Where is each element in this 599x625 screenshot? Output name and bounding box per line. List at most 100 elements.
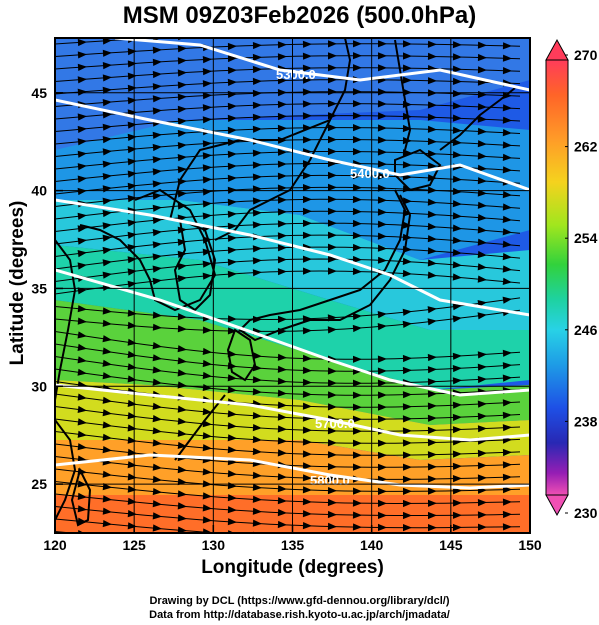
wind-arrowhead [403, 548, 412, 555]
wind-arrowhead [177, 502, 187, 510]
wind-arrowhead [152, 229, 162, 237]
wind-arrowhead [452, 102, 462, 110]
wind-arrowhead [77, 287, 87, 295]
wind-arrowhead [102, 470, 112, 478]
wind-arrowhead [427, 101, 437, 109]
wind-arrowhead [303, 546, 312, 553]
wind-arrowhead [278, 29, 287, 36]
wind-arrowhead [102, 148, 112, 156]
wind-arrowhead [102, 520, 112, 528]
wind-arrowhead [303, 195, 312, 204]
wind-arrowhead [102, 62, 112, 70]
wind-arrowhead [328, 136, 337, 144]
wind-arrowhead [328, 267, 337, 275]
wind-arrowhead [102, 271, 112, 279]
wind-arrowhead [328, 64, 337, 72]
wind-arrowhead [452, 114, 462, 122]
wind-arrowhead [328, 28, 337, 35]
wind-arrowhead [502, 448, 512, 457]
coast-kyushu [226, 328, 257, 382]
wind-arrowhead [502, 129, 512, 137]
wind-arrowhead [477, 400, 487, 408]
wind-arrowhead [452, 236, 462, 244]
wind-arrowhead [153, 537, 162, 544]
wind-arrowhead [102, 123, 112, 131]
wind-arrowhead [277, 389, 287, 397]
wind-arrowhead [302, 450, 312, 458]
wind-arrowhead [227, 150, 237, 158]
wind-arrowhead [77, 317, 87, 325]
wind-arrowhead [328, 124, 337, 132]
wind-arrowhead [177, 57, 187, 65]
wind-arrowhead [353, 427, 362, 435]
wind-arrowhead [477, 152, 487, 160]
wind-arrowhead [302, 522, 312, 530]
wind-arrowhead [378, 52, 387, 60]
wind-arrowhead [402, 269, 412, 278]
wind-arrowhead [453, 29, 462, 36]
wind-arrowhead [427, 222, 437, 231]
wind-arrowhead [477, 511, 487, 519]
wind-arrowhead [328, 52, 337, 60]
wind-arrowhead [353, 64, 362, 72]
wind-arrowhead [328, 195, 337, 203]
wind-arrowhead [352, 499, 362, 507]
wind-arrowhead [477, 115, 487, 123]
wind-arrowhead [328, 183, 337, 191]
wind-arrowhead [277, 413, 287, 421]
wind-arrowhead [452, 212, 462, 220]
wind-arrowhead [77, 138, 87, 146]
wind-arrowhead [127, 436, 137, 444]
wind-arrowhead [277, 184, 287, 192]
wind-arrowhead [127, 170, 137, 178]
wind-arrowhead [252, 269, 262, 277]
wind-arrowhead [327, 451, 337, 459]
wind-arrowhead [277, 160, 287, 168]
wind-arrowhead [328, 159, 337, 168]
coast-korea-peninsula [173, 218, 217, 312]
wind-arrowhead [77, 175, 87, 183]
wind-arrowhead [302, 498, 312, 506]
wind-arrowhead [77, 443, 87, 451]
coast-korea-china [79, 188, 217, 312]
wind-arrowhead [202, 212, 212, 220]
wind-arrowhead [353, 88, 362, 96]
wind-arrowhead [102, 433, 112, 441]
wind-arrowhead [453, 523, 462, 532]
wind-arrowhead [152, 463, 162, 471]
wind-arrowhead [202, 56, 212, 64]
wind-arrowhead [352, 184, 362, 192]
wind-arrowhead [327, 427, 337, 435]
x-axis-ticks: 120 125 130 135 140 145 150 [43, 525, 542, 553]
wind-arrowhead [127, 363, 137, 371]
wind-arrowhead [202, 359, 212, 368]
wind-arrowhead [177, 478, 187, 486]
wind-arrowhead [502, 265, 512, 273]
wind-arrowhead [77, 393, 87, 401]
wind-arrowhead [353, 100, 362, 108]
wind-arrowhead [127, 268, 137, 276]
wind-arrowhead [328, 243, 337, 251]
wind-arrowhead [227, 54, 237, 63]
wind-arrowhead [303, 29, 312, 36]
wind-arrowhead [452, 53, 462, 61]
wind-arrowhead [327, 498, 337, 507]
colorbar-body [545, 59, 569, 496]
wind-arrowhead [177, 105, 187, 113]
wind-arrowhead [177, 262, 187, 271]
wind-arrowhead [152, 415, 162, 423]
wind-arrowhead [227, 78, 237, 86]
wind-arrowhead [477, 214, 487, 222]
wind-arrowhead [452, 138, 462, 147]
wind-arrowhead [327, 439, 337, 447]
wind-arrowhead [478, 523, 487, 531]
wind-arrowhead [127, 309, 137, 317]
wind-arrowhead [127, 182, 137, 190]
wind-arrowhead [377, 136, 387, 144]
wind-arrowhead [152, 131, 162, 139]
wind-arrowhead [227, 126, 237, 134]
wind-arrowhead [502, 510, 512, 519]
wind-arrowhead [177, 117, 187, 125]
wind-arrowhead [277, 244, 287, 252]
wind-arrowhead [502, 116, 512, 124]
